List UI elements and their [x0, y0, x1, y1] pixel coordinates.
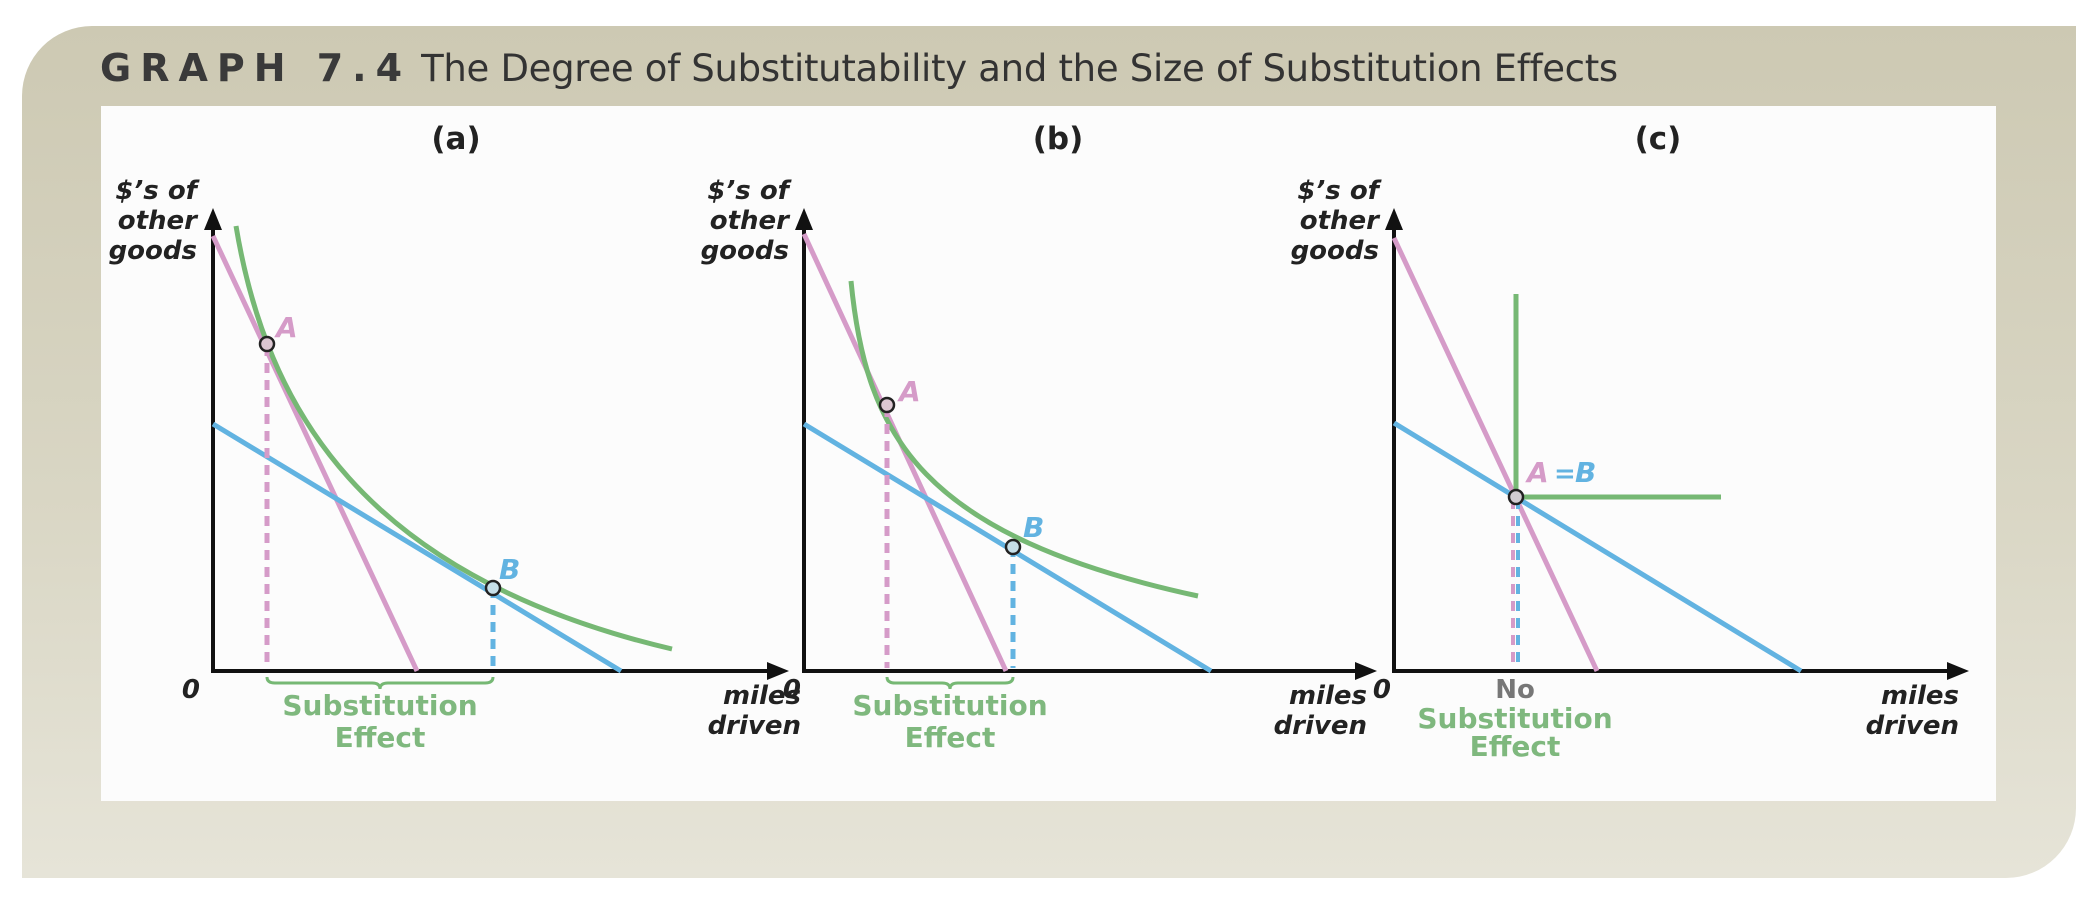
panel-b-point-a-label: A: [897, 375, 921, 408]
panel-a-y-label-2: other: [118, 206, 199, 236]
panel-c-effect-label-1: Substitution: [1417, 702, 1612, 735]
panel-c-y-label-2: other: [1300, 206, 1381, 236]
panel-b-x-arrow: [1355, 662, 1377, 680]
graphs-svg: (a) $’s of other goods 0 miles driven A …: [109, 121, 1969, 763]
panel-c-y-label-3: goods: [1291, 236, 1379, 266]
panel-b-point-b-label: B: [1023, 511, 1044, 544]
panel-b-x-label-2: driven: [1274, 711, 1367, 741]
panel-b-effect-label-1: Substitution: [852, 689, 1047, 722]
panel-a-effect-label-2: Effect: [335, 721, 426, 754]
panel-c-x-label-2: driven: [1866, 711, 1959, 741]
panel-a-point-b-marker: [484, 579, 502, 597]
panel-c-effect-label-2: Effect: [1470, 730, 1561, 763]
panel-a: (a) $’s of other goods 0 miles driven A …: [109, 121, 801, 754]
panel-c-x-arrow: [1947, 662, 1969, 680]
graph-title: The Degree of Substitutability and the S…: [421, 46, 1618, 90]
panel-b-y-arrow: [795, 208, 813, 230]
panel-a-indifference-curve: [233, 225, 673, 652]
panel-a-y-label-1: $’s of: [115, 176, 200, 206]
panel-a-origin: 0: [182, 675, 200, 705]
graph-number: GRAPH 7.4: [100, 46, 412, 90]
panel-c: (c) $’s of other goods 0 miles driven A …: [1291, 121, 1969, 763]
graphs-area: (a) $’s of other goods 0 miles driven A …: [101, 106, 1996, 801]
panel-b-tag: (b): [1033, 121, 1084, 157]
panel-a-x-label-1: miles: [723, 681, 801, 711]
panel-b-y-label-1: $’s of: [707, 176, 792, 206]
panel-a-x-arrow: [767, 662, 789, 680]
panel-b-origin: 0: [783, 675, 801, 705]
panel-c-point-b-label: B: [1575, 456, 1596, 489]
panel-b-effect-brace: [885, 676, 1015, 690]
panel-a-point-a-marker: [258, 335, 276, 353]
panel-a-x-label-2: driven: [708, 711, 801, 741]
panel-a-tag: (a): [431, 121, 480, 157]
panel-a-effect-label-1: Substitution: [282, 689, 477, 722]
panel-c-x-label-1: miles: [1881, 681, 1959, 711]
panel-b-x-label-1: miles: [1289, 681, 1367, 711]
panel-c-point-ab-marker: [1507, 488, 1525, 506]
panel-c-origin: 0: [1373, 675, 1391, 705]
panel-b-point-b-marker: [1004, 538, 1022, 556]
panel-a-original-budget-line: [210, 234, 420, 673]
panel-c-original-budget-line: [1391, 236, 1600, 673]
graph-header: GRAPH 7.4 The Degree of Substitutability…: [100, 38, 1618, 98]
panel-a-point-a-label: A: [274, 311, 298, 344]
panel-b-y-label-2: other: [710, 206, 791, 236]
panel-c-equals-label: =: [1554, 459, 1576, 489]
panel-c-tag: (c): [1635, 121, 1682, 157]
panel-c-point-a-label: A: [1525, 456, 1549, 489]
panel-b-effect-label-2: Effect: [905, 721, 996, 754]
panel-c-no-label: No: [1495, 675, 1535, 705]
panel-b-point-a-marker: [878, 396, 896, 414]
panel-c-y-label-1: $’s of: [1297, 176, 1382, 206]
panel-a-point-b-label: B: [499, 553, 520, 586]
panel-b-indifference-curve: [848, 280, 1199, 599]
panel-a-effect-brace: [265, 676, 495, 690]
panel-a-y-arrow: [204, 208, 222, 230]
panel-c-y-arrow: [1385, 208, 1403, 230]
panel-a-compensated-budget-line: [211, 421, 623, 674]
panel-c-compensated-budget-line: [1392, 420, 1803, 674]
panel-b: (b) $’s of other goods 0 miles driven A …: [701, 121, 1377, 754]
panel-a-y-label-3: goods: [109, 236, 197, 266]
panel-b-y-label-3: goods: [701, 236, 789, 266]
